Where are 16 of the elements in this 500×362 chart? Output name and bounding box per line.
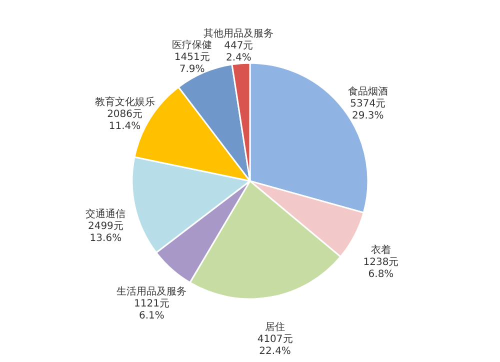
data-label: 1451元 7.9%	[174, 52, 210, 75]
data-label: 4107元 22.4%	[257, 334, 293, 357]
slice-label: 衣着	[370, 244, 391, 256]
data-label: 447元 2.4%	[224, 40, 254, 64]
slice-label: 居住	[265, 322, 286, 333]
data-label: 1121元 6.1%	[134, 298, 170, 322]
data-label: 5374元 29.3%	[350, 98, 386, 122]
slice-label: 医疗保健	[172, 38, 212, 51]
slice-label: 交通通信	[86, 208, 126, 220]
slice-label: 生活用品及服务	[116, 286, 187, 298]
slice-label: 教育文化娱乐	[94, 96, 155, 108]
slice-label: 其他用品及服务	[204, 27, 274, 40]
slice-label: 食品烟酒	[348, 86, 388, 98]
data-label: 2086元 11.4%	[107, 109, 143, 132]
data-label: 2499元 13.6%	[88, 220, 124, 244]
data-label: 1238元 6.8%	[363, 256, 399, 280]
